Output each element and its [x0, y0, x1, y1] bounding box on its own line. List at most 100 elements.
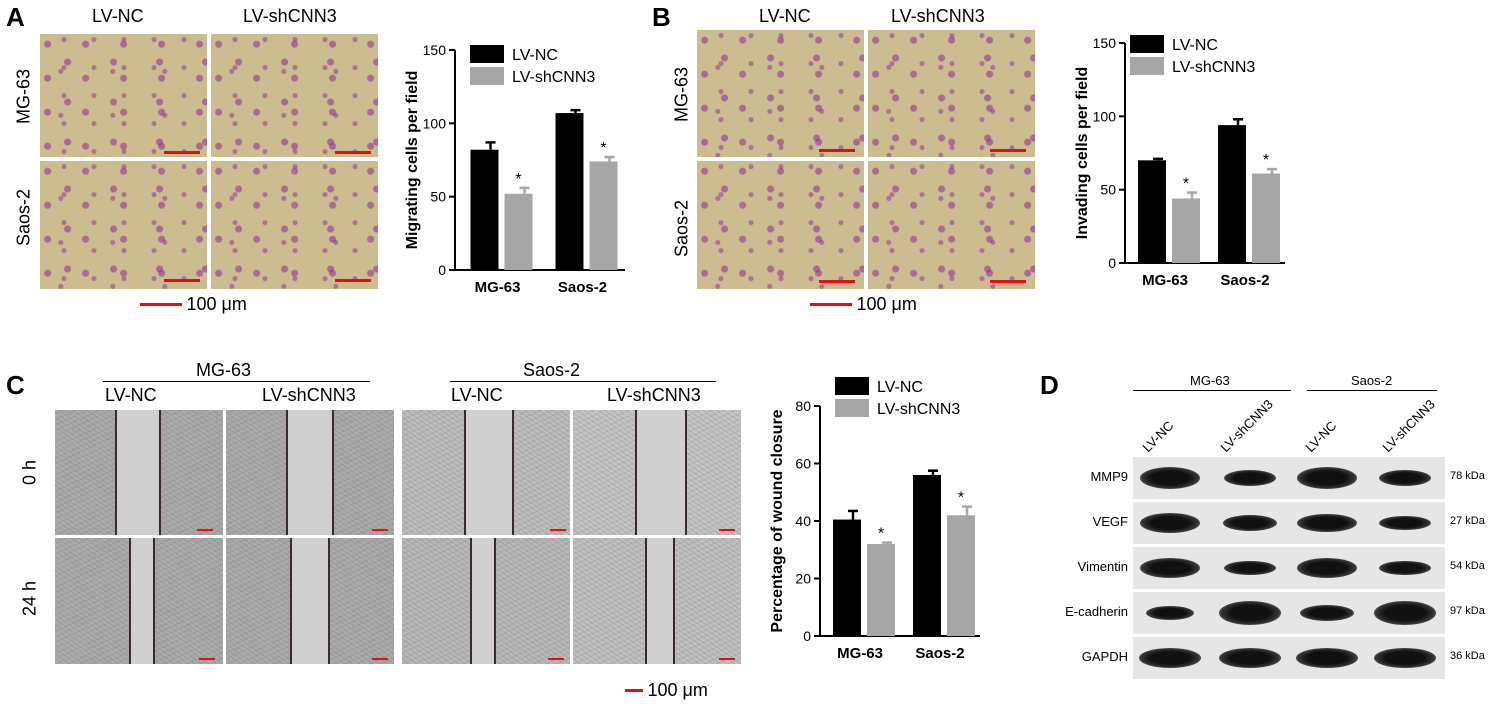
panel-d-letter: D: [1040, 370, 1059, 400]
x-tick-label: Saos-2: [1220, 272, 1269, 289]
panel-c-col-header-4: LV-shCNN3: [607, 385, 701, 405]
kda-label: 36 kDa: [1450, 650, 1485, 662]
x-tick-label: Saos-2: [558, 279, 607, 296]
panel-d-lane-label-2: LV-shCNN3: [1217, 396, 1276, 455]
bar-lv-nc: [1218, 125, 1246, 263]
panel-c-col-header-2: LV-shCNN3: [262, 385, 356, 405]
legend-label: LV-shCNN3: [512, 69, 595, 86]
y-tick-label: 80: [795, 398, 811, 414]
protein-label: GAPDH: [1081, 649, 1128, 664]
panel-d-lane-label-3: LV-NC: [1302, 417, 1340, 455]
bar-lv-nc: [913, 475, 941, 636]
blot-band: [1374, 648, 1436, 668]
panel-a-col-header-2: LV-shCNN3: [243, 6, 337, 26]
panel-a-row-label-2: Saos-2: [13, 188, 34, 247]
blot-strip-vegf: [1133, 502, 1445, 544]
protein-label: VEGF: [1092, 514, 1128, 529]
panel-d-group-header-1: MG-63: [1190, 373, 1230, 388]
kda-label: 54 kDa: [1450, 560, 1485, 572]
blot-band: [1223, 515, 1277, 531]
blot-strip-gapdh: [1133, 637, 1445, 679]
panel-d-group-line-2: [1307, 390, 1437, 391]
panel-c-letter: C: [6, 370, 25, 400]
y-tick-label: 0: [1108, 255, 1116, 271]
bar-lv-nc: [1138, 160, 1166, 263]
panel-c-scale-legend: 100 μm: [625, 680, 708, 701]
panel-c-row-label-1: 0 h: [19, 459, 40, 486]
panel-c-image-mg63-sh-0h: [226, 410, 394, 535]
blot-band: [1140, 513, 1200, 533]
legend-label: LV-NC: [512, 47, 558, 64]
panel-c-chart: 0 20 40 60 80 Percentage of wound closure * MG-…: [769, 377, 980, 662]
legend-label: LV-NC: [1172, 37, 1218, 54]
legend-swatch: [1130, 35, 1164, 53]
panel-c-group-header-2: Saos-2: [523, 360, 581, 380]
blot-band: [1140, 558, 1200, 578]
bar-lv-shcnn3: [1252, 173, 1280, 263]
panel-d-group-line-1: [1133, 390, 1291, 391]
kda-label: 78 kDa: [1450, 470, 1485, 482]
panel-b-micrograph-saos2-sh: [868, 161, 1035, 289]
bar-lv-shcnn3: [589, 161, 618, 270]
blot-band: [1379, 470, 1431, 486]
significance-marker: *: [515, 171, 521, 188]
panel-c-group-header-1: MG-63: [196, 360, 252, 380]
significance-marker: *: [878, 526, 884, 543]
y-tick-label: 20: [795, 571, 811, 587]
bar-lv-nc: [555, 113, 584, 270]
significance-marker: *: [1263, 152, 1269, 169]
panel-d-lane-label-4: LV-shCNN3: [1379, 396, 1438, 455]
blot-band: [1297, 514, 1357, 532]
protein-label: Vimentin: [1077, 559, 1128, 574]
blot-band: [1146, 606, 1194, 620]
blot-band: [1224, 470, 1276, 486]
x-tick-label: Saos-2: [915, 645, 964, 662]
legend-swatch: [470, 67, 504, 85]
legend-label: LV-shCNN3: [1172, 59, 1255, 76]
legend-swatch: [835, 399, 869, 417]
panel-c-row-label-2: 24 h: [19, 580, 40, 617]
panel-c-image-saos2-sh-0h: [573, 410, 741, 535]
bar-lv-shcnn3: [1172, 198, 1200, 263]
y-axis-label: Percentage of wound closure: [769, 409, 786, 632]
y-axis-label: Invading cells per field: [1074, 67, 1091, 240]
panel-b-row-label-1: MG-63: [671, 67, 692, 123]
panel-a-micrograph-saos2-sh: [211, 161, 378, 289]
legend-label: LV-NC: [877, 379, 923, 396]
protein-label: MMP9: [1090, 469, 1128, 484]
legend-swatch: [470, 45, 504, 63]
y-tick-label: 150: [423, 42, 447, 58]
blot-band: [1139, 648, 1201, 668]
panel-a-scale-legend: 100 μm: [140, 294, 247, 315]
panel-d-group-header-2: Saos-2: [1351, 373, 1393, 388]
kda-label: 97 kDa: [1450, 605, 1485, 617]
panel-a-row-label-1: MG-63: [13, 69, 34, 125]
panel-b-scale-legend: 100 μm: [810, 294, 917, 315]
legend-swatch: [835, 377, 869, 395]
panel-b-col-header-2: LV-shCNN3: [891, 6, 985, 26]
x-tick-label: MG-63: [475, 279, 521, 296]
panel-c-col-header-3: LV-NC: [451, 385, 503, 405]
panel-a-micrograph-mg63-sh: [211, 34, 378, 157]
significance-marker: *: [600, 140, 606, 157]
panel-c-image-saos2-nc-24h: [402, 538, 570, 664]
x-tick-label: MG-63: [1142, 272, 1188, 289]
legend-label: LV-shCNN3: [877, 401, 960, 418]
blot-strip-mmp9: [1133, 457, 1445, 499]
blot-band: [1219, 648, 1281, 668]
panel-a-letter: A: [6, 2, 25, 32]
blot-band: [1379, 561, 1431, 575]
blot-band: [1374, 601, 1436, 625]
blot-band: [1296, 648, 1358, 668]
legend-swatch: [1130, 57, 1164, 75]
panel-a-micrograph-mg63-nc: [40, 34, 207, 157]
bar-lv-shcnn3: [947, 515, 975, 636]
y-tick-label: 0: [803, 628, 811, 644]
kda-label: 27 kDa: [1450, 515, 1485, 527]
panel-c-col-header-1: LV-NC: [105, 385, 157, 405]
y-axis-label: Migrating cells per field: [404, 71, 421, 250]
blot-band: [1219, 601, 1281, 625]
panel-c-group-line-1: [103, 381, 370, 382]
